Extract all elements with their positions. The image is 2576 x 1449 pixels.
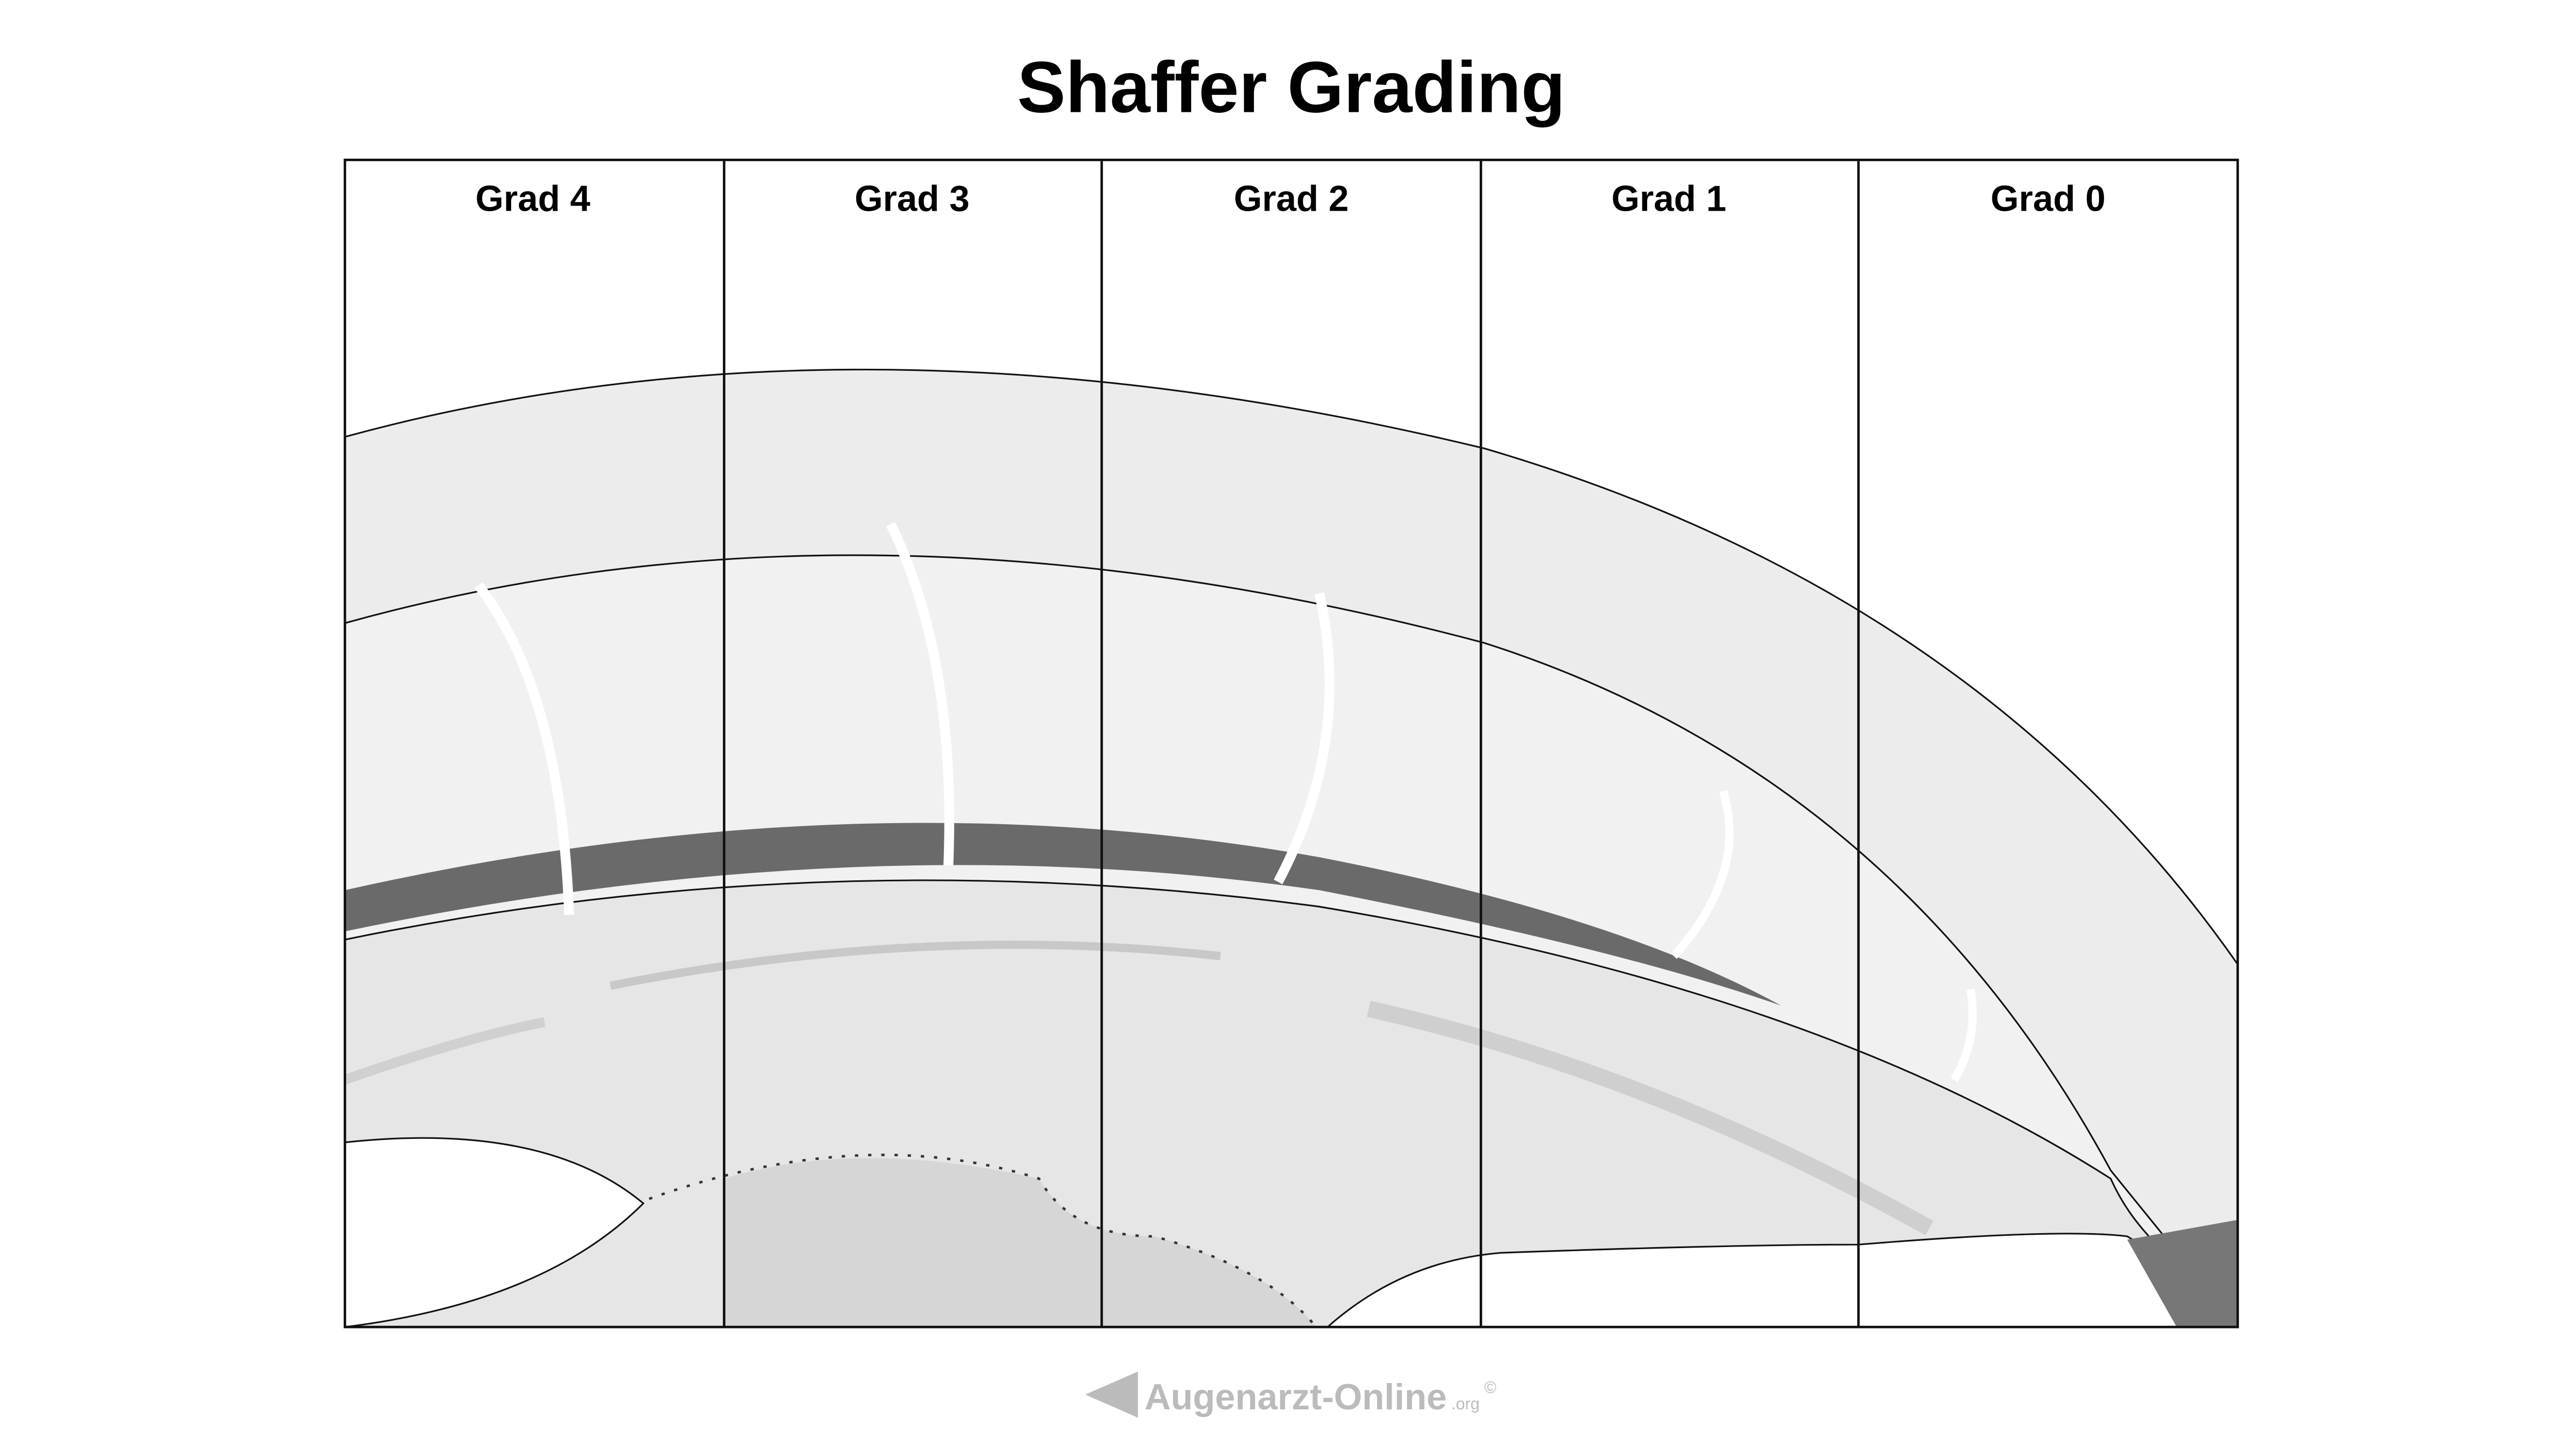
column-label: Grad 1 — [1612, 178, 1726, 219]
grid — [344, 159, 2239, 1328]
anatomy — [345, 368, 2238, 1327]
lens — [724, 1158, 1316, 1327]
column-label: Grad 2 — [1234, 178, 1349, 219]
fold — [345, 1017, 546, 1085]
column-label: Grad 3 — [855, 178, 970, 219]
column-label: Grad 0 — [1991, 178, 2106, 219]
ciliary-body — [1326, 1233, 2238, 1327]
reflection — [1951, 988, 1977, 1082]
reflection — [1670, 790, 1734, 959]
angle — [2127, 1220, 2238, 1327]
reflection — [474, 582, 574, 915]
iris-band — [345, 823, 1781, 1006]
fold — [609, 941, 1221, 990]
fold — [1367, 1000, 1934, 1236]
ciliary-body — [345, 1137, 645, 1327]
brand-suffix: .org — [1451, 1394, 1480, 1413]
copyright: © — [1484, 1378, 1497, 1396]
logo-icon — [1085, 1371, 1138, 1418]
reflection — [1274, 592, 1335, 884]
frame — [344, 159, 2239, 1328]
column-label: Grad 4 — [476, 178, 590, 219]
brand: Augenarzt-Online — [1145, 1376, 1447, 1417]
title: Shaffer Grading — [1017, 47, 1565, 128]
reflection — [886, 522, 955, 866]
